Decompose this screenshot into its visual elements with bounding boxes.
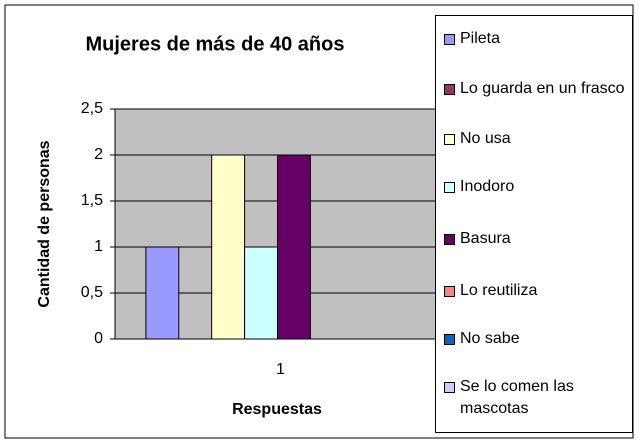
y-tick-label: 0 xyxy=(94,330,103,347)
bar xyxy=(211,154,246,340)
legend-swatch xyxy=(444,34,455,45)
legend-label: Basura xyxy=(460,230,511,247)
legend-swatch xyxy=(444,134,455,145)
legend-label: Lo reutiliza xyxy=(460,282,538,299)
y-tick-label: 1 xyxy=(94,238,103,255)
legend-label: Lo guarda en un frasco xyxy=(460,80,625,97)
y-tick-label: 1,5 xyxy=(81,192,103,209)
y-tick-label: 0,5 xyxy=(81,284,103,301)
legend-swatch xyxy=(444,382,455,393)
legend-label: Se lo comen las mascotas xyxy=(460,378,574,417)
legend-swatch xyxy=(444,84,455,95)
legend-entry: Basura xyxy=(444,228,629,250)
y-tick-label: 2 xyxy=(94,146,103,163)
legend-label: No sabe xyxy=(460,330,520,347)
y-axis-label: Cantidad de personas xyxy=(36,140,53,307)
legend-label: Pileta xyxy=(460,30,501,47)
bar xyxy=(244,246,278,340)
y-tick-label: 2,5 xyxy=(81,100,103,117)
legend: Pileta Lo guarda en un frasco No usa Inodor… xyxy=(435,15,633,433)
bar xyxy=(277,154,311,340)
legend-entry: Inodoro xyxy=(444,176,629,198)
legend-swatch xyxy=(444,286,455,297)
legend-entry: No usa xyxy=(444,128,629,150)
legend-entry: Se lo comen las mascotas xyxy=(444,376,629,420)
legend-swatch xyxy=(444,234,455,245)
chart-title: Mujeres de más de 40 años xyxy=(85,33,344,55)
legend-entry: Lo guarda en un frasco xyxy=(444,78,629,100)
x-tick-label: 1 xyxy=(276,361,285,378)
legend-entry: Lo reutiliza xyxy=(444,280,629,302)
x-axis-label: Respuestas xyxy=(232,401,322,418)
legend-label: No usa xyxy=(460,130,511,147)
legend-swatch xyxy=(444,182,455,193)
bar xyxy=(145,246,180,340)
legend-label: Inodoro xyxy=(460,178,515,195)
legend-swatch xyxy=(444,334,455,345)
legend-entry: Pileta xyxy=(444,28,629,50)
legend-entry: No sabe xyxy=(444,328,629,350)
